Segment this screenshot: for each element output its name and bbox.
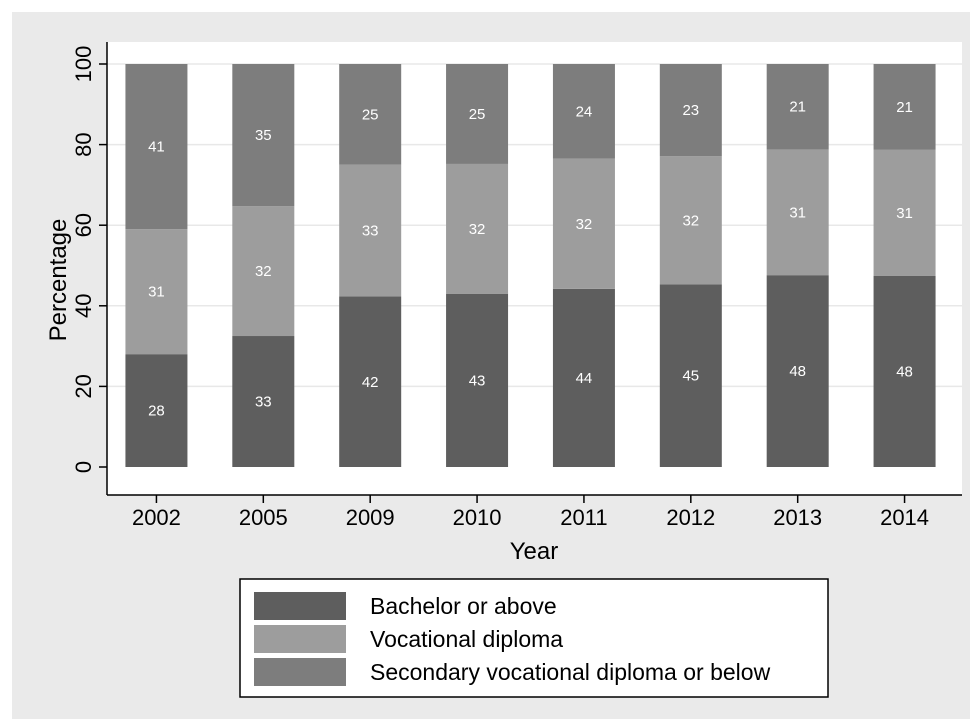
y-tick-label-0: 0 xyxy=(71,461,96,473)
bar-2011-series-2 xyxy=(552,64,615,159)
bar-2011-series-1 xyxy=(552,158,615,289)
x-tick-label-2011: 2011 xyxy=(560,505,607,530)
bar-2009-series-0 xyxy=(339,296,402,467)
data-label-2011-series-2: 24 xyxy=(576,103,593,120)
bars xyxy=(125,64,936,467)
data-label-2013-series-2: 21 xyxy=(789,99,806,116)
y-tick-label-40: 40 xyxy=(71,294,96,318)
x-tick-label-2014: 2014 xyxy=(880,505,929,530)
data-label-2013-series-0: 48 xyxy=(789,363,806,380)
bar-2012-series-2 xyxy=(659,64,722,157)
data-label-2010-series-2: 25 xyxy=(469,106,486,123)
data-label-2009-series-0: 42 xyxy=(362,374,379,391)
y-axis-title: Percentage xyxy=(45,219,72,342)
data-label-2012-series-0: 45 xyxy=(682,368,699,385)
x-tick-label-2009: 2009 xyxy=(346,505,395,530)
bar-2009-series-2 xyxy=(339,64,402,165)
bar-2005-series-0 xyxy=(232,336,295,467)
bar-2013-series-0 xyxy=(766,275,829,467)
x-axis-title: Year xyxy=(510,538,559,565)
bar-2010-series-0 xyxy=(446,293,509,467)
bar-2013-series-1 xyxy=(766,149,829,276)
legend-label-0: Bachelor or above xyxy=(370,593,557,619)
x-tick-label-2002: 2002 xyxy=(132,505,181,530)
x-tick-label-2012: 2012 xyxy=(666,505,715,530)
bar-2012-series-1 xyxy=(659,156,722,285)
bar-2002-series-0 xyxy=(125,354,188,467)
chart-background: 28 31 41 33 32 35 42 33 25 43 32 25 44 32 24 45 32 23 48 31… xyxy=(12,12,970,719)
bar-2005-series-2 xyxy=(232,64,295,207)
bar-2010-series-2 xyxy=(446,64,509,164)
y-tick-label-80: 80 xyxy=(71,132,96,156)
data-label-2009-series-2: 25 xyxy=(362,106,379,123)
data-labels: 28 31 41 33 32 35 42 33 25 43 32 25 44 32 24 45 32 23 48 31… xyxy=(148,99,913,420)
data-label-2013-series-1: 31 xyxy=(789,204,806,221)
data-label-2012-series-1: 32 xyxy=(682,212,699,229)
bar-2012-series-0 xyxy=(659,284,722,467)
legend-swatch-2 xyxy=(254,658,346,686)
data-label-2005-series-0: 33 xyxy=(255,394,272,411)
data-label-2005-series-2: 35 xyxy=(255,127,272,144)
data-label-2002-series-0: 28 xyxy=(148,403,165,420)
data-label-2002-series-1: 31 xyxy=(148,284,165,301)
data-label-2011-series-0: 44 xyxy=(576,370,593,387)
data-label-2011-series-1: 32 xyxy=(576,216,593,233)
data-label-2002-series-2: 41 xyxy=(148,139,165,156)
axes: 0 20 40 60 80 100 2002 2005 2009 2010 2011 2012 2013… xyxy=(71,42,962,530)
legend-label-1: Vocational diploma xyxy=(370,626,563,652)
y-tick-label-60: 60 xyxy=(71,213,96,237)
stacked-bar-chart: 28 31 41 33 32 35 42 33 25 43 32 25 44 32 24 45 32 23 48 31… xyxy=(45,42,962,698)
y-tick-label-20: 20 xyxy=(71,374,96,398)
data-label-2009-series-1: 33 xyxy=(362,223,379,240)
bar-2005-series-1 xyxy=(232,206,295,337)
bar-2010-series-1 xyxy=(446,163,509,294)
bar-2002-series-1 xyxy=(125,229,188,355)
x-tick-label-2005: 2005 xyxy=(239,505,288,530)
data-label-2014-series-2: 21 xyxy=(896,99,913,116)
data-label-2005-series-1: 32 xyxy=(255,263,272,280)
bar-2013-series-2 xyxy=(766,64,829,150)
bar-2002-series-2 xyxy=(125,64,188,230)
y-tick-label-100: 100 xyxy=(71,46,96,83)
bar-2014-series-0 xyxy=(873,275,936,467)
legend: Bachelor or above Vocational diploma Secon… xyxy=(239,578,829,698)
bar-2014-series-2 xyxy=(873,64,936,150)
data-label-2010-series-1: 32 xyxy=(469,221,486,238)
data-label-2014-series-0: 48 xyxy=(896,363,913,380)
legend-swatch-1 xyxy=(254,625,346,653)
data-label-2014-series-1: 31 xyxy=(896,205,913,222)
legend-label-2: Secondary vocational diploma or below xyxy=(370,659,771,685)
data-label-2012-series-2: 23 xyxy=(682,102,699,119)
bar-2014-series-1 xyxy=(873,149,936,276)
data-label-2010-series-0: 43 xyxy=(469,372,486,389)
bar-2009-series-1 xyxy=(339,164,402,297)
x-tick-label-2010: 2010 xyxy=(453,505,502,530)
x-tick-label-2013: 2013 xyxy=(773,505,822,530)
bar-2011-series-0 xyxy=(552,288,615,467)
legend-swatch-0 xyxy=(254,592,346,620)
